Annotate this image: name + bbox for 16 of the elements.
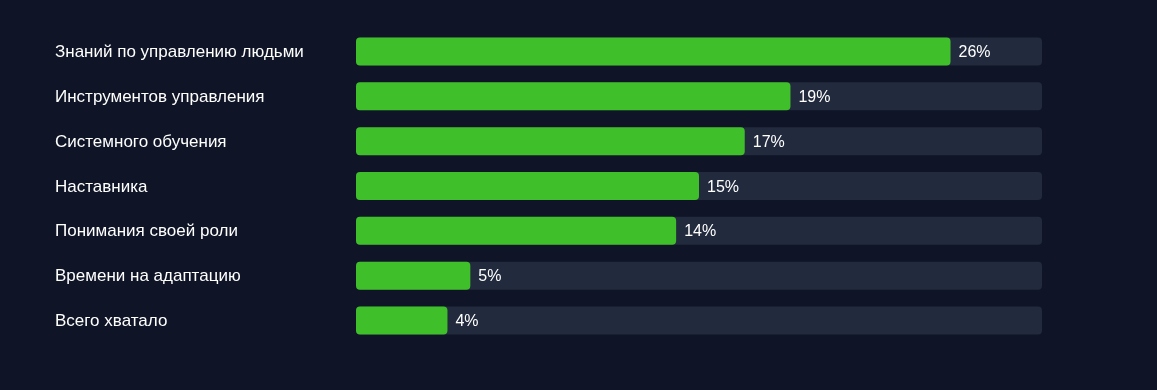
data-label: 15%: [707, 177, 740, 195]
y-tick-label: Понимания своей роли: [55, 221, 238, 241]
data-label: 19%: [798, 87, 831, 105]
data-label: 5%: [478, 267, 502, 285]
y-tick-label: Знаний по управлению людьми: [55, 41, 304, 61]
bar: [356, 306, 448, 335]
y-tick-label: Наставника: [55, 176, 149, 196]
y-tick-label: Системного обучения: [55, 131, 227, 151]
y-tick-label: Всего хватало: [55, 311, 168, 331]
y-tick-label: Инструментов управления: [55, 86, 265, 106]
data-label: 26%: [958, 42, 991, 60]
data-label: 17%: [752, 132, 785, 150]
bar: [356, 261, 471, 290]
data-label: 4%: [455, 312, 479, 330]
data-label: 14%: [684, 222, 717, 240]
y-tick-label: Времени на адаптацию: [55, 266, 241, 286]
